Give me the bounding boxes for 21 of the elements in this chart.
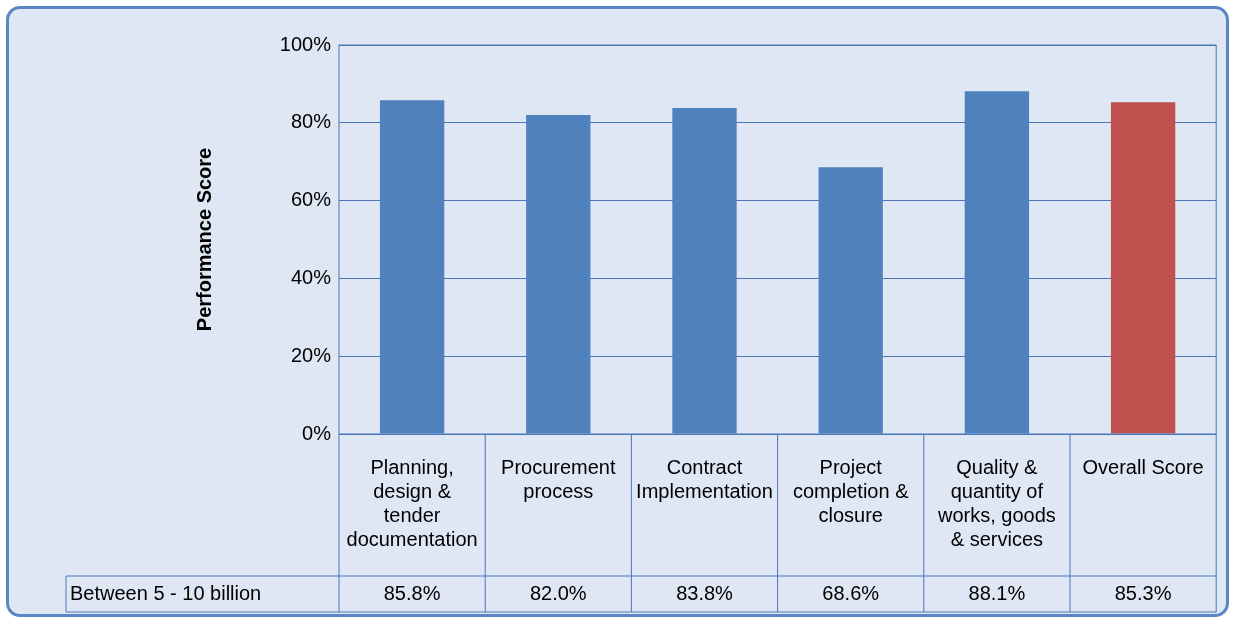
legend-label: Between 5 - 10 billion xyxy=(70,581,262,604)
y-tick-label: 100% xyxy=(279,32,332,55)
data-label: 68.6% xyxy=(822,581,880,604)
data-label: 82.0% xyxy=(529,581,587,604)
x-tick-label: Quality & quantity of works, goods & services xyxy=(936,455,1056,550)
y-tick-label: 60% xyxy=(290,188,332,211)
y-tick-label: 80% xyxy=(290,110,332,133)
y-tick-label: 20% xyxy=(290,343,332,366)
data-label: 88.1% xyxy=(968,581,1026,604)
y-tick-label: 0% xyxy=(302,421,332,444)
data-label: 83.8% xyxy=(676,581,734,604)
bar xyxy=(1110,102,1176,434)
y-tick-label: 40% xyxy=(290,265,332,288)
x-tick-label: Planning, design & tender documentation xyxy=(346,455,478,550)
x-tick-label: Procurement process xyxy=(501,455,616,502)
x-tick-label: Project completion & closure xyxy=(792,455,910,526)
data-label: 85.8% xyxy=(383,581,441,604)
y-axis-title: Performance Score xyxy=(192,147,215,332)
x-tick-label: Overall Score xyxy=(1082,455,1204,478)
data-label: 85.3% xyxy=(1114,581,1172,604)
x-tick-label: Contract Implementation xyxy=(636,455,773,502)
